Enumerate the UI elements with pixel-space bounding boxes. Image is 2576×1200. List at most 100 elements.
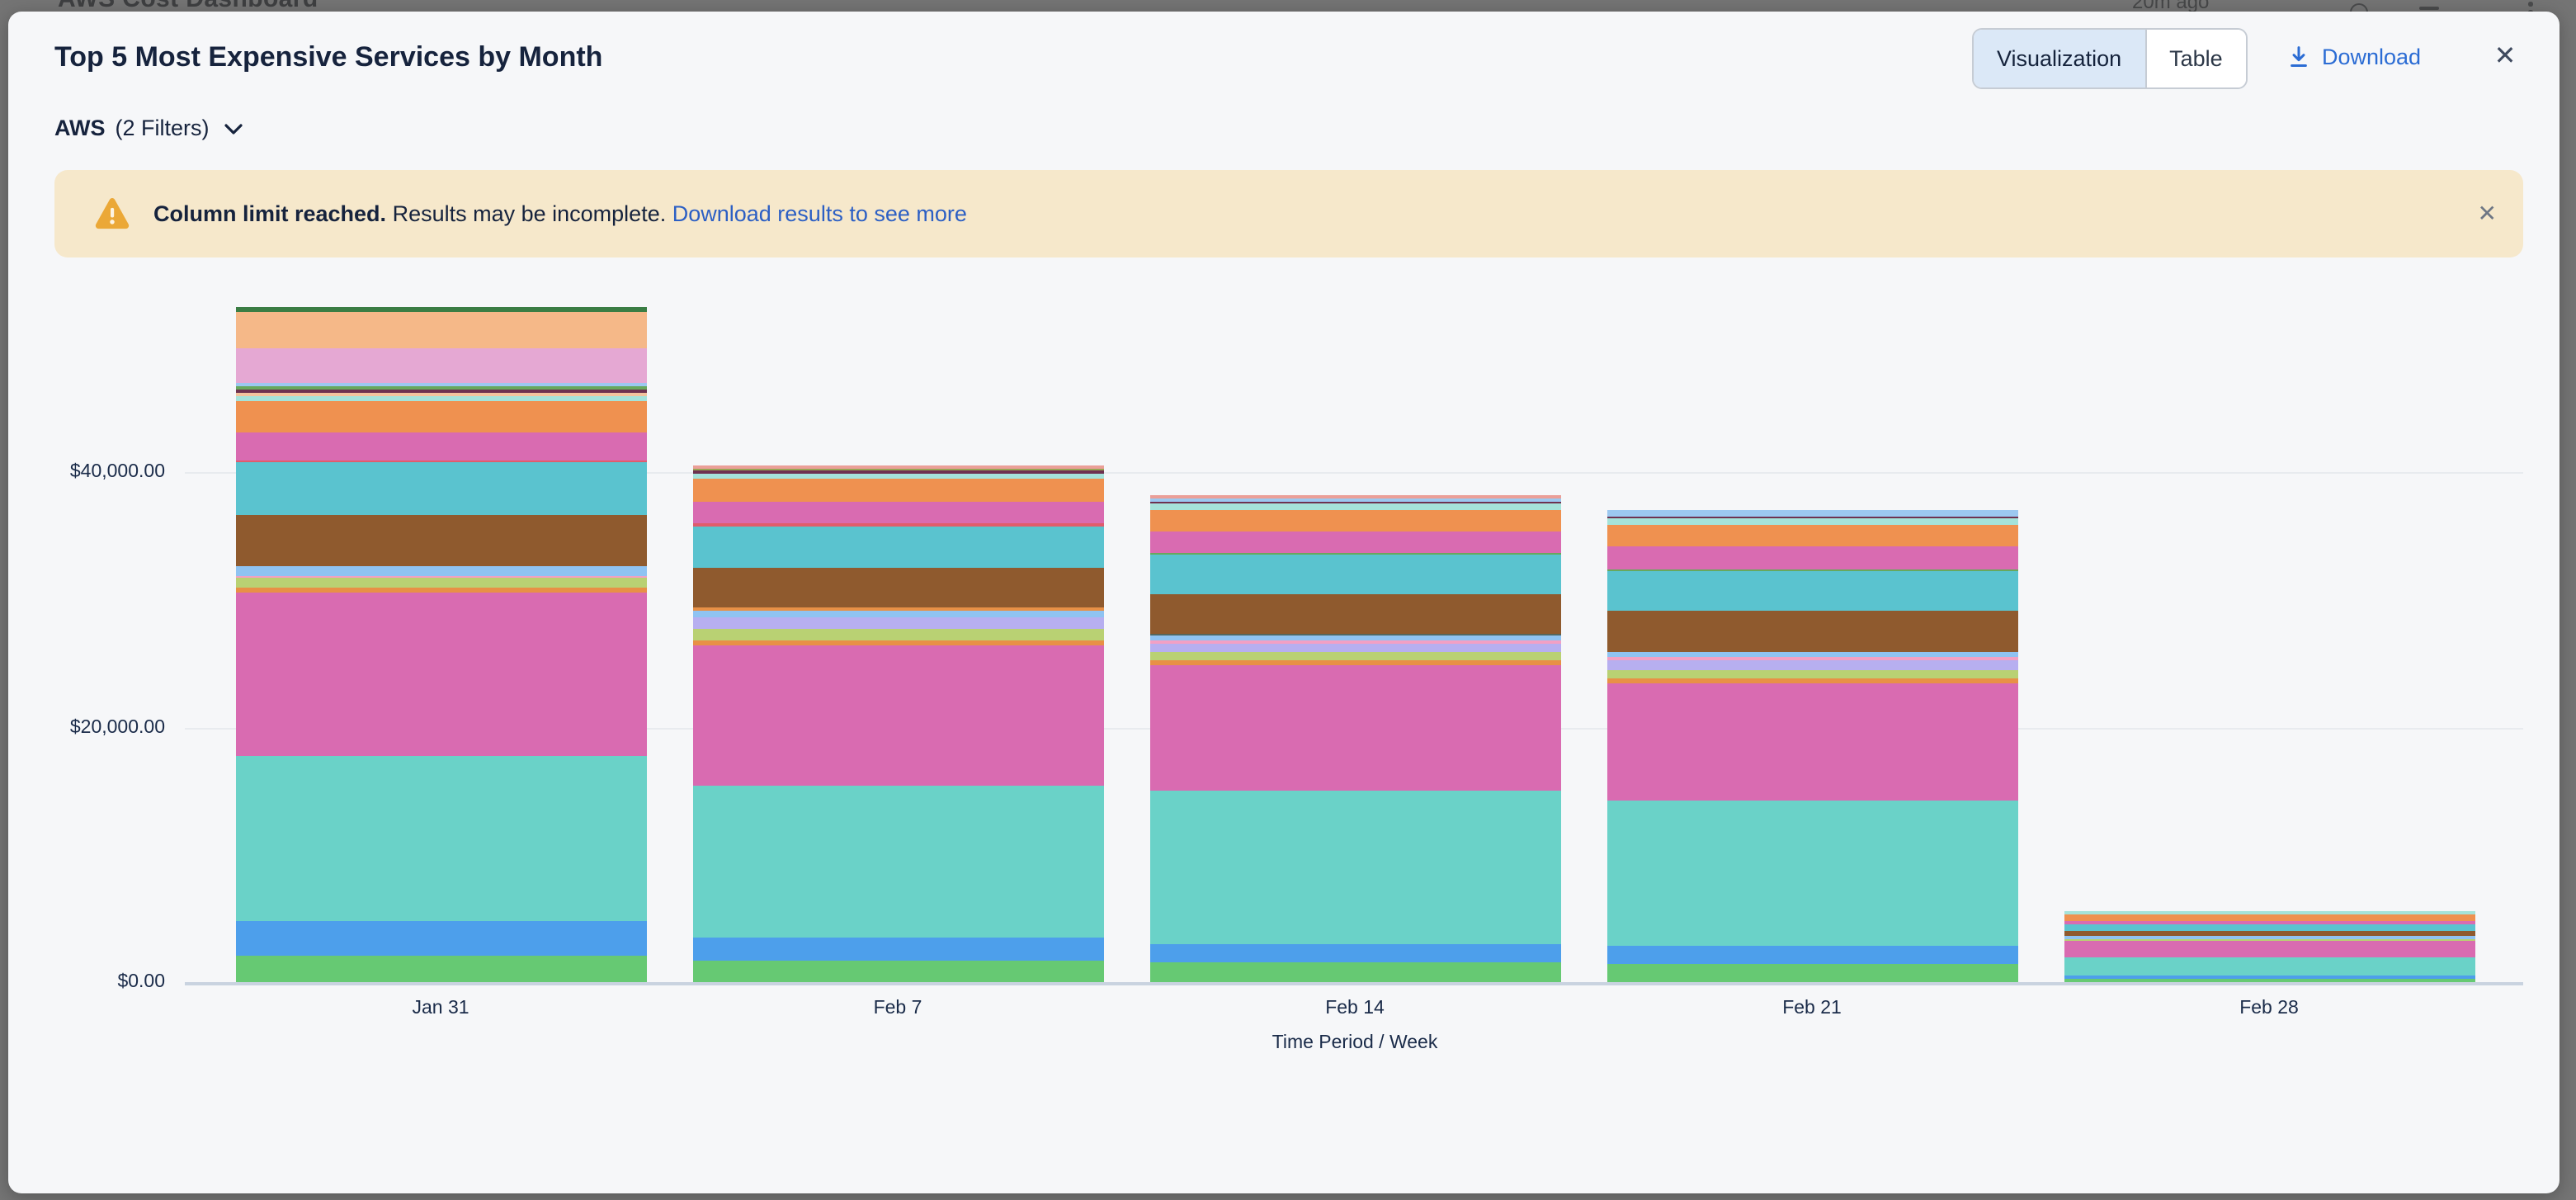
bar-segment[interactable] xyxy=(1606,546,2017,570)
bar-segment[interactable] xyxy=(692,567,1103,608)
bar-segment[interactable] xyxy=(1606,800,2017,947)
bar-segment[interactable] xyxy=(235,348,646,383)
bar-segment[interactable] xyxy=(1149,635,1560,640)
banner-close-icon[interactable]: ✕ xyxy=(2477,200,2497,226)
bar-segment[interactable] xyxy=(235,460,646,463)
bar-segment[interactable] xyxy=(235,955,646,982)
bar-segment[interactable] xyxy=(1149,643,1560,653)
bar-segment[interactable] xyxy=(235,593,646,757)
bar-segment[interactable] xyxy=(692,526,1103,568)
bar-segment[interactable] xyxy=(235,920,646,956)
bar-segment[interactable] xyxy=(2064,931,2475,936)
bar-segment[interactable] xyxy=(235,432,646,461)
bar-segment[interactable] xyxy=(235,575,646,579)
bar-segment[interactable] xyxy=(692,502,1103,524)
bar-segment[interactable] xyxy=(692,617,1103,629)
bar-segment[interactable] xyxy=(1149,961,1560,982)
bar-segment[interactable] xyxy=(2064,924,2475,932)
download-results-link[interactable]: Download results to see more xyxy=(672,201,967,226)
bar-segment[interactable] xyxy=(235,311,646,349)
bar-segment[interactable] xyxy=(1606,611,2017,653)
bar-segment[interactable] xyxy=(692,473,1103,480)
bar-segment[interactable] xyxy=(235,462,646,515)
warning-message: Column limit reached. Results may be inc… xyxy=(153,170,967,257)
bar-segment[interactable] xyxy=(1606,509,2017,517)
bar-segment[interactable] xyxy=(2064,938,2475,941)
visualization-tab[interactable]: Visualization xyxy=(1974,30,2145,87)
bar-segment[interactable] xyxy=(235,566,646,576)
bar-segment[interactable] xyxy=(1606,670,2017,679)
bar-segment[interactable] xyxy=(1606,569,2017,572)
bar-segment[interactable] xyxy=(692,628,1103,640)
bar-segment[interactable] xyxy=(2064,911,2475,914)
bar-segment[interactable] xyxy=(1606,571,2017,612)
table-tab[interactable]: Table xyxy=(2144,30,2246,87)
bar-segment[interactable] xyxy=(692,470,1103,474)
bar-segment[interactable] xyxy=(1606,678,2017,683)
close-icon[interactable]: ✕ xyxy=(2493,43,2517,71)
bar-segment[interactable] xyxy=(1606,517,2017,519)
bar-segment[interactable] xyxy=(235,392,646,397)
bar-segment[interactable] xyxy=(1149,498,1560,502)
bar-segment[interactable] xyxy=(2064,940,2475,958)
bar-segment[interactable] xyxy=(692,645,1103,786)
bar-segment[interactable] xyxy=(1606,657,2017,661)
bar-segment[interactable] xyxy=(235,396,646,401)
bar-segment[interactable] xyxy=(2064,935,2475,939)
download-button[interactable]: Download xyxy=(2287,40,2421,73)
bar-segment[interactable] xyxy=(1149,501,1560,504)
bar-segment[interactable] xyxy=(692,785,1103,938)
bar-segment[interactable] xyxy=(235,401,646,432)
bar-segment[interactable] xyxy=(1606,964,2017,982)
bar-segment[interactable] xyxy=(1606,683,2017,801)
bar-segment[interactable] xyxy=(1149,943,1560,962)
bar-feb-7[interactable] xyxy=(692,465,1103,982)
bar-segment[interactable] xyxy=(235,756,646,921)
bar-segment[interactable] xyxy=(692,465,1103,469)
bar-segment[interactable] xyxy=(1149,665,1560,791)
bar-segment[interactable] xyxy=(235,386,646,390)
bar-segment[interactable] xyxy=(1606,946,2017,965)
bar-segment[interactable] xyxy=(2064,979,2475,982)
bar-segment[interactable] xyxy=(692,607,1103,611)
bar-segment[interactable] xyxy=(1149,640,1560,644)
bar-segment[interactable] xyxy=(1606,652,2017,658)
bar-segment[interactable] xyxy=(1149,791,1560,944)
bar-segment[interactable] xyxy=(1149,594,1560,634)
bar-segment[interactable] xyxy=(1149,652,1560,661)
bar-segment[interactable] xyxy=(2064,920,2475,924)
bar-segment[interactable] xyxy=(1149,531,1560,553)
bar-segment[interactable] xyxy=(2064,976,2475,980)
bar-segment[interactable] xyxy=(692,640,1103,645)
bar-segment[interactable] xyxy=(1149,633,1560,635)
bar-segment[interactable] xyxy=(1149,510,1560,531)
bar-segment[interactable] xyxy=(235,389,646,393)
bar-segment[interactable] xyxy=(692,960,1103,982)
bar-feb-28[interactable] xyxy=(2064,911,2475,982)
bar-segment[interactable] xyxy=(692,938,1103,961)
bar-segment[interactable] xyxy=(692,610,1103,617)
bar-segment[interactable] xyxy=(2064,957,2475,976)
bar-segment[interactable] xyxy=(235,306,646,312)
bar-segment[interactable] xyxy=(1606,518,2017,525)
bar-feb-21[interactable] xyxy=(1606,509,2017,982)
bar-segment[interactable] xyxy=(235,588,646,593)
bar-jan-31[interactable] xyxy=(235,306,646,982)
filter-dropdown[interactable]: AWS (2 Filters) xyxy=(54,111,243,144)
bar-segment[interactable] xyxy=(1149,660,1560,666)
bar-segment[interactable] xyxy=(235,382,646,387)
bar-segment[interactable] xyxy=(1149,503,1560,511)
bar-segment[interactable] xyxy=(692,468,1103,470)
bar-segment[interactable] xyxy=(235,400,646,402)
bar-segment[interactable] xyxy=(1149,552,1560,555)
bar-segment[interactable] xyxy=(1606,524,2017,547)
bar-segment[interactable] xyxy=(692,479,1103,503)
bar-feb-14[interactable] xyxy=(1149,495,1560,982)
bar-segment[interactable] xyxy=(2064,914,2475,921)
bar-segment[interactable] xyxy=(1149,554,1560,595)
bar-segment[interactable] xyxy=(1149,495,1560,499)
bar-segment[interactable] xyxy=(1606,660,2017,671)
bar-segment[interactable] xyxy=(235,578,646,588)
bar-segment[interactable] xyxy=(235,514,646,567)
bar-segment[interactable] xyxy=(692,523,1103,527)
